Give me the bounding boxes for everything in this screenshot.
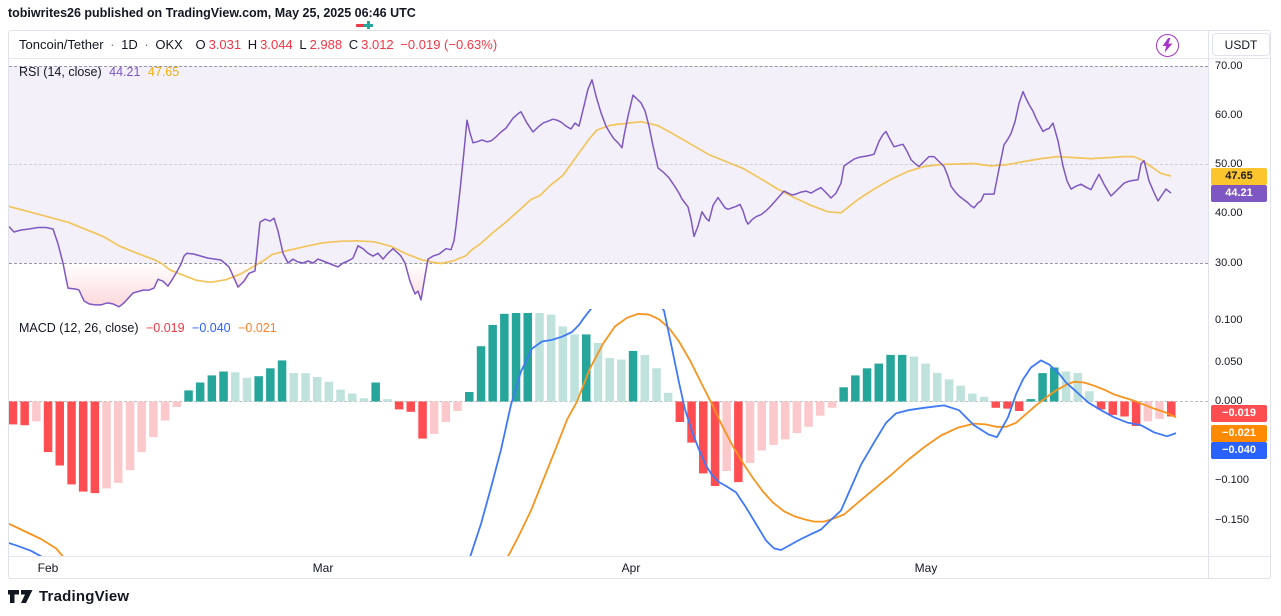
high-label: H: [247, 37, 258, 52]
time-label-may: May: [914, 561, 938, 575]
tradingview-mark-icon: [8, 589, 33, 603]
time-label-apr: Apr: [621, 561, 641, 575]
tradingview-wordmark: TradingView: [39, 588, 130, 605]
macd-legend-title: MACD (12, 26, close): [19, 321, 139, 335]
rsi-ma-badge: 47.65: [1211, 168, 1267, 185]
attribution-text: tobiwrites26 published on TradingView.co…: [8, 6, 416, 20]
change-value: −0.019 (−0.63%): [400, 37, 498, 52]
time-label-feb: Feb: [37, 561, 59, 575]
chart-frame: Toncoin/Tether · 1D · OKX O 3.031 H 3.044 …: [8, 30, 1271, 579]
time-axis-divider: [9, 556, 1270, 557]
macd-tick-0100: 0.100: [1215, 314, 1243, 326]
lightning-icon: [1162, 38, 1173, 53]
symbol-title[interactable]: Toncoin/Tether: [19, 37, 104, 52]
rsi-legend[interactable]: RSI (14, close) 44.21 47.65: [19, 65, 183, 79]
macd-signal-badge: −0.021: [1211, 425, 1267, 442]
price-scale-divider: [1208, 31, 1209, 578]
macd-tick-0000: 0.000: [1215, 395, 1243, 407]
currency-toggle-button[interactable]: USDT: [1212, 33, 1270, 56]
boost-button[interactable]: [1156, 34, 1179, 57]
rsi-gridline-30: [9, 263, 1208, 264]
macd-pane[interactable]: [9, 286, 1177, 561]
macd-tick-n0100: −0.100: [1215, 474, 1249, 486]
macd-line-badge: −0.040: [1211, 442, 1267, 459]
macd-tick-0050: 0.050: [1215, 356, 1243, 368]
tiny-red-mark: [356, 24, 365, 27]
macd-line-value: −0.040: [192, 321, 231, 335]
rsi-gridline-50: [9, 164, 1208, 165]
close-label: C: [348, 37, 359, 52]
rsi-value-badge: 44.21: [1211, 185, 1267, 202]
chart-canvas[interactable]: [9, 31, 1208, 580]
rsi-value: 44.21: [109, 65, 141, 79]
rsi-ma-value: 47.65: [147, 65, 180, 79]
rsi-tick-40: 40.00: [1215, 207, 1243, 219]
time-label-mar: Mar: [312, 561, 334, 575]
separator-dot: ·: [110, 37, 115, 52]
exchange-label: OKX: [155, 37, 183, 52]
rsi-tick-30: 30.00: [1215, 257, 1243, 269]
separator-dot: ·: [144, 37, 149, 52]
rsi-tick-50: 50.00: [1215, 158, 1243, 170]
open-label: O: [195, 37, 206, 52]
tiny-teal-mark-bar: [364, 24, 373, 27]
close-value: 3.012: [361, 37, 394, 52]
rsi-legend-title: RSI (14, close): [19, 65, 102, 79]
interval-label[interactable]: 1D: [121, 37, 138, 52]
rsi-tick-70: 70.00: [1215, 60, 1243, 72]
macd-signal-value: −0.021: [238, 321, 277, 335]
tradingview-logo[interactable]: TradingView: [8, 588, 129, 605]
low-label: L: [299, 37, 307, 52]
macd-tick-n0150: −0.150: [1215, 514, 1249, 526]
macd-hist-value: −0.019: [145, 321, 185, 335]
macd-legend[interactable]: MACD (12, 26, close) −0.019 −0.040 −0.02…: [19, 321, 281, 335]
high-value: 3.044: [260, 37, 293, 52]
rsi-tick-60: 60.00: [1215, 109, 1243, 121]
open-value: 3.031: [208, 37, 242, 52]
rsi-pane[interactable]: [9, 79, 1172, 308]
macd-hist-badge: −0.019: [1211, 405, 1267, 422]
symbol-row-divider: [9, 58, 1270, 59]
symbol-bar: Toncoin/Tether · 1D · OKX O 3.031 H 3.044 …: [19, 37, 500, 52]
low-value: 2.988: [309, 37, 343, 52]
rsi-gridline-70: [9, 66, 1208, 67]
